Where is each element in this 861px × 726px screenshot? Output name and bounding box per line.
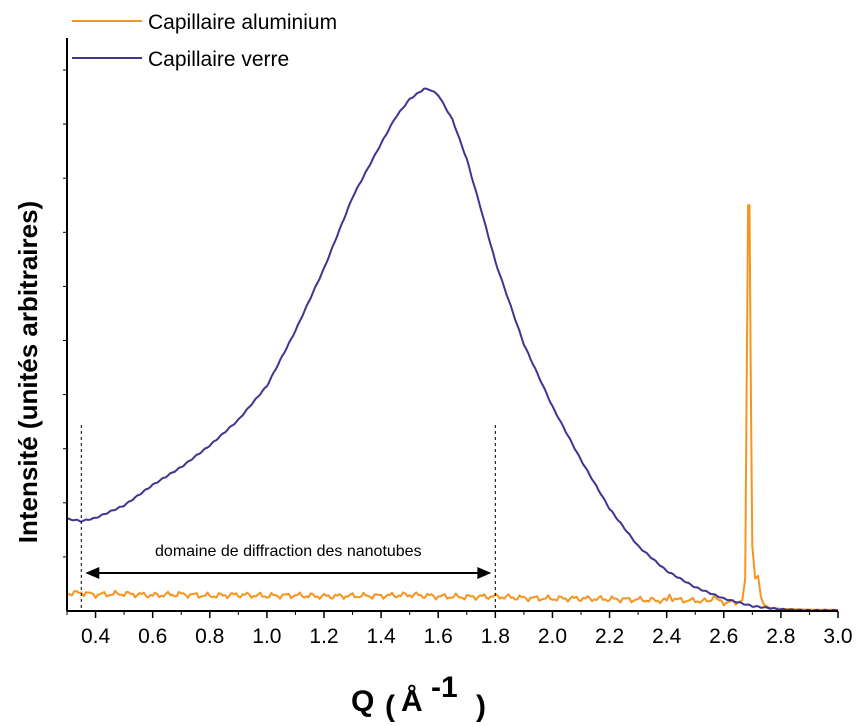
x-axis-ticks xyxy=(66,611,839,618)
x-tick-label: 1.8 xyxy=(481,625,510,648)
x-tick-label: 2.2 xyxy=(595,625,624,648)
x-tick-label: 2.0 xyxy=(538,625,567,648)
x-tick-label: 1.0 xyxy=(252,625,281,648)
y-axis-ticks xyxy=(63,69,67,558)
x-tick-label: 2.8 xyxy=(766,625,795,648)
series-line-verre xyxy=(67,87,839,613)
x-tick-label: 0.6 xyxy=(138,625,167,648)
x-axis-label-main: Q xyxy=(351,685,374,718)
annotation-diffraction-domain: domaine de diffraction des nanotubes xyxy=(80,425,496,611)
x-tick-label: 2.6 xyxy=(709,625,738,648)
annotation-text: domaine de diffraction des nanotubes xyxy=(155,543,422,560)
x-tick-label: 0.4 xyxy=(81,625,111,648)
x-tick-label: 2.4 xyxy=(652,625,682,648)
x-axis-label-close-paren: ) xyxy=(476,690,486,723)
x-tick-label: 0.8 xyxy=(195,625,224,648)
x-tick-label: 1.4 xyxy=(367,625,397,648)
x-tick-label: 3.0 xyxy=(823,625,852,648)
series-line-aluminium xyxy=(66,204,838,611)
x-axis-label: Q ( Å -1 ) xyxy=(351,671,486,723)
axes: 0.4 0.6 0.8 1.0 1.2 1.4 1.6 1.8 2.0 2.2 2.4 2.6 2.8 3… xyxy=(63,38,853,648)
y-axis-label: Intensité (unités arbitraires) xyxy=(13,201,43,543)
plot-area xyxy=(66,87,839,613)
legend-label-verre: Capillaire verre xyxy=(148,48,289,71)
x-axis-label-open-paren: ( xyxy=(385,690,395,723)
x-axis-label-exponent: -1 xyxy=(431,671,458,704)
x-tick-label: 1.6 xyxy=(424,625,453,648)
x-axis-tick-labels: 0.4 0.6 0.8 1.0 1.2 1.4 1.6 1.8 2.0 2.2 2.4 2.6 2.8 3… xyxy=(81,625,853,648)
x-axis-label-unit: Å xyxy=(401,685,423,718)
annotation-arrowhead-left xyxy=(85,567,100,579)
legend: Capillaire aluminium Capillaire verre xyxy=(72,11,337,71)
legend-label-aluminium: Capillaire aluminium xyxy=(148,11,337,34)
x-tick-label: 1.2 xyxy=(309,625,338,648)
annotation-arrowhead-right xyxy=(477,567,492,579)
